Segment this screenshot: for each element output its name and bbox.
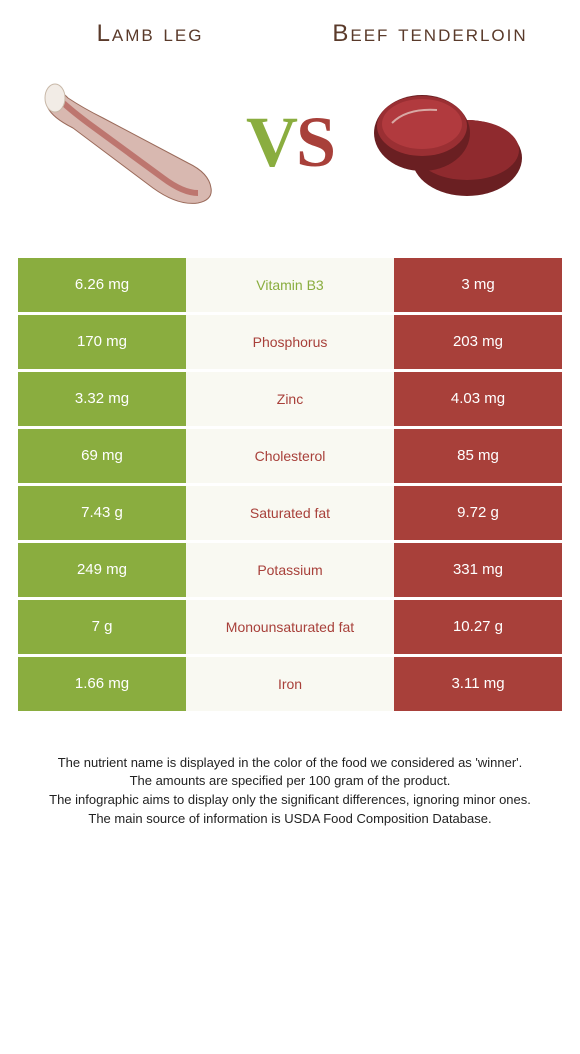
nutrient-label: Iron (186, 657, 394, 711)
table-row: 1.66 mgIron3.11 mg (18, 657, 562, 711)
vs-label: VS (246, 101, 334, 184)
nutrient-label: Vitamin B3 (186, 258, 394, 312)
nutrient-label: Saturated fat (186, 486, 394, 540)
lamb-leg-image (20, 68, 246, 218)
table-row: 7 gMonounsaturated fat10.27 g (18, 600, 562, 654)
right-value: 331 mg (394, 543, 562, 597)
left-value: 1.66 mg (18, 657, 186, 711)
table-row: 7.43 gSaturated fat9.72 g (18, 486, 562, 540)
right-value: 10.27 g (394, 600, 562, 654)
nutrient-label: Phosphorus (186, 315, 394, 369)
left-value: 7.43 g (18, 486, 186, 540)
left-value: 3.32 mg (18, 372, 186, 426)
image-vs-row: VS (0, 58, 580, 258)
footer-line-1: The nutrient name is displayed in the co… (10, 754, 570, 773)
right-value: 203 mg (394, 315, 562, 369)
left-value: 170 mg (18, 315, 186, 369)
vs-s: S (296, 102, 334, 182)
beef-tenderloin-icon (362, 78, 532, 208)
left-value: 69 mg (18, 429, 186, 483)
footer-line-2: The amounts are specified per 100 gram o… (10, 772, 570, 791)
table-row: 6.26 mgVitamin B33 mg (18, 258, 562, 312)
nutrient-comparison-table: 6.26 mgVitamin B33 mg170 mgPhosphorus203… (18, 258, 562, 711)
right-value: 9.72 g (394, 486, 562, 540)
footer-line-3: The infographic aims to display only the… (10, 791, 570, 810)
right-value: 3 mg (394, 258, 562, 312)
lamb-leg-icon (33, 68, 233, 218)
table-row: 249 mgPotassium331 mg (18, 543, 562, 597)
right-food-title: Beef tenderloin (290, 20, 570, 48)
table-row: 3.32 mgZinc4.03 mg (18, 372, 562, 426)
left-value: 7 g (18, 600, 186, 654)
left-food-title: Lamb leg (10, 20, 290, 48)
right-value: 3.11 mg (394, 657, 562, 711)
left-value: 249 mg (18, 543, 186, 597)
titles-row: Lamb leg Beef tenderloin (0, 0, 580, 58)
nutrient-label: Cholesterol (186, 429, 394, 483)
table-row: 170 mgPhosphorus203 mg (18, 315, 562, 369)
right-value: 4.03 mg (394, 372, 562, 426)
vs-v: V (246, 102, 296, 182)
table-row: 69 mgCholesterol85 mg (18, 429, 562, 483)
nutrient-label: Potassium (186, 543, 394, 597)
beef-tenderloin-image (334, 78, 560, 208)
nutrient-label: Monounsaturated fat (186, 600, 394, 654)
footer-notes: The nutrient name is displayed in the co… (0, 714, 580, 829)
left-value: 6.26 mg (18, 258, 186, 312)
footer-line-4: The main source of information is USDA F… (10, 810, 570, 829)
nutrient-label: Zinc (186, 372, 394, 426)
right-value: 85 mg (394, 429, 562, 483)
